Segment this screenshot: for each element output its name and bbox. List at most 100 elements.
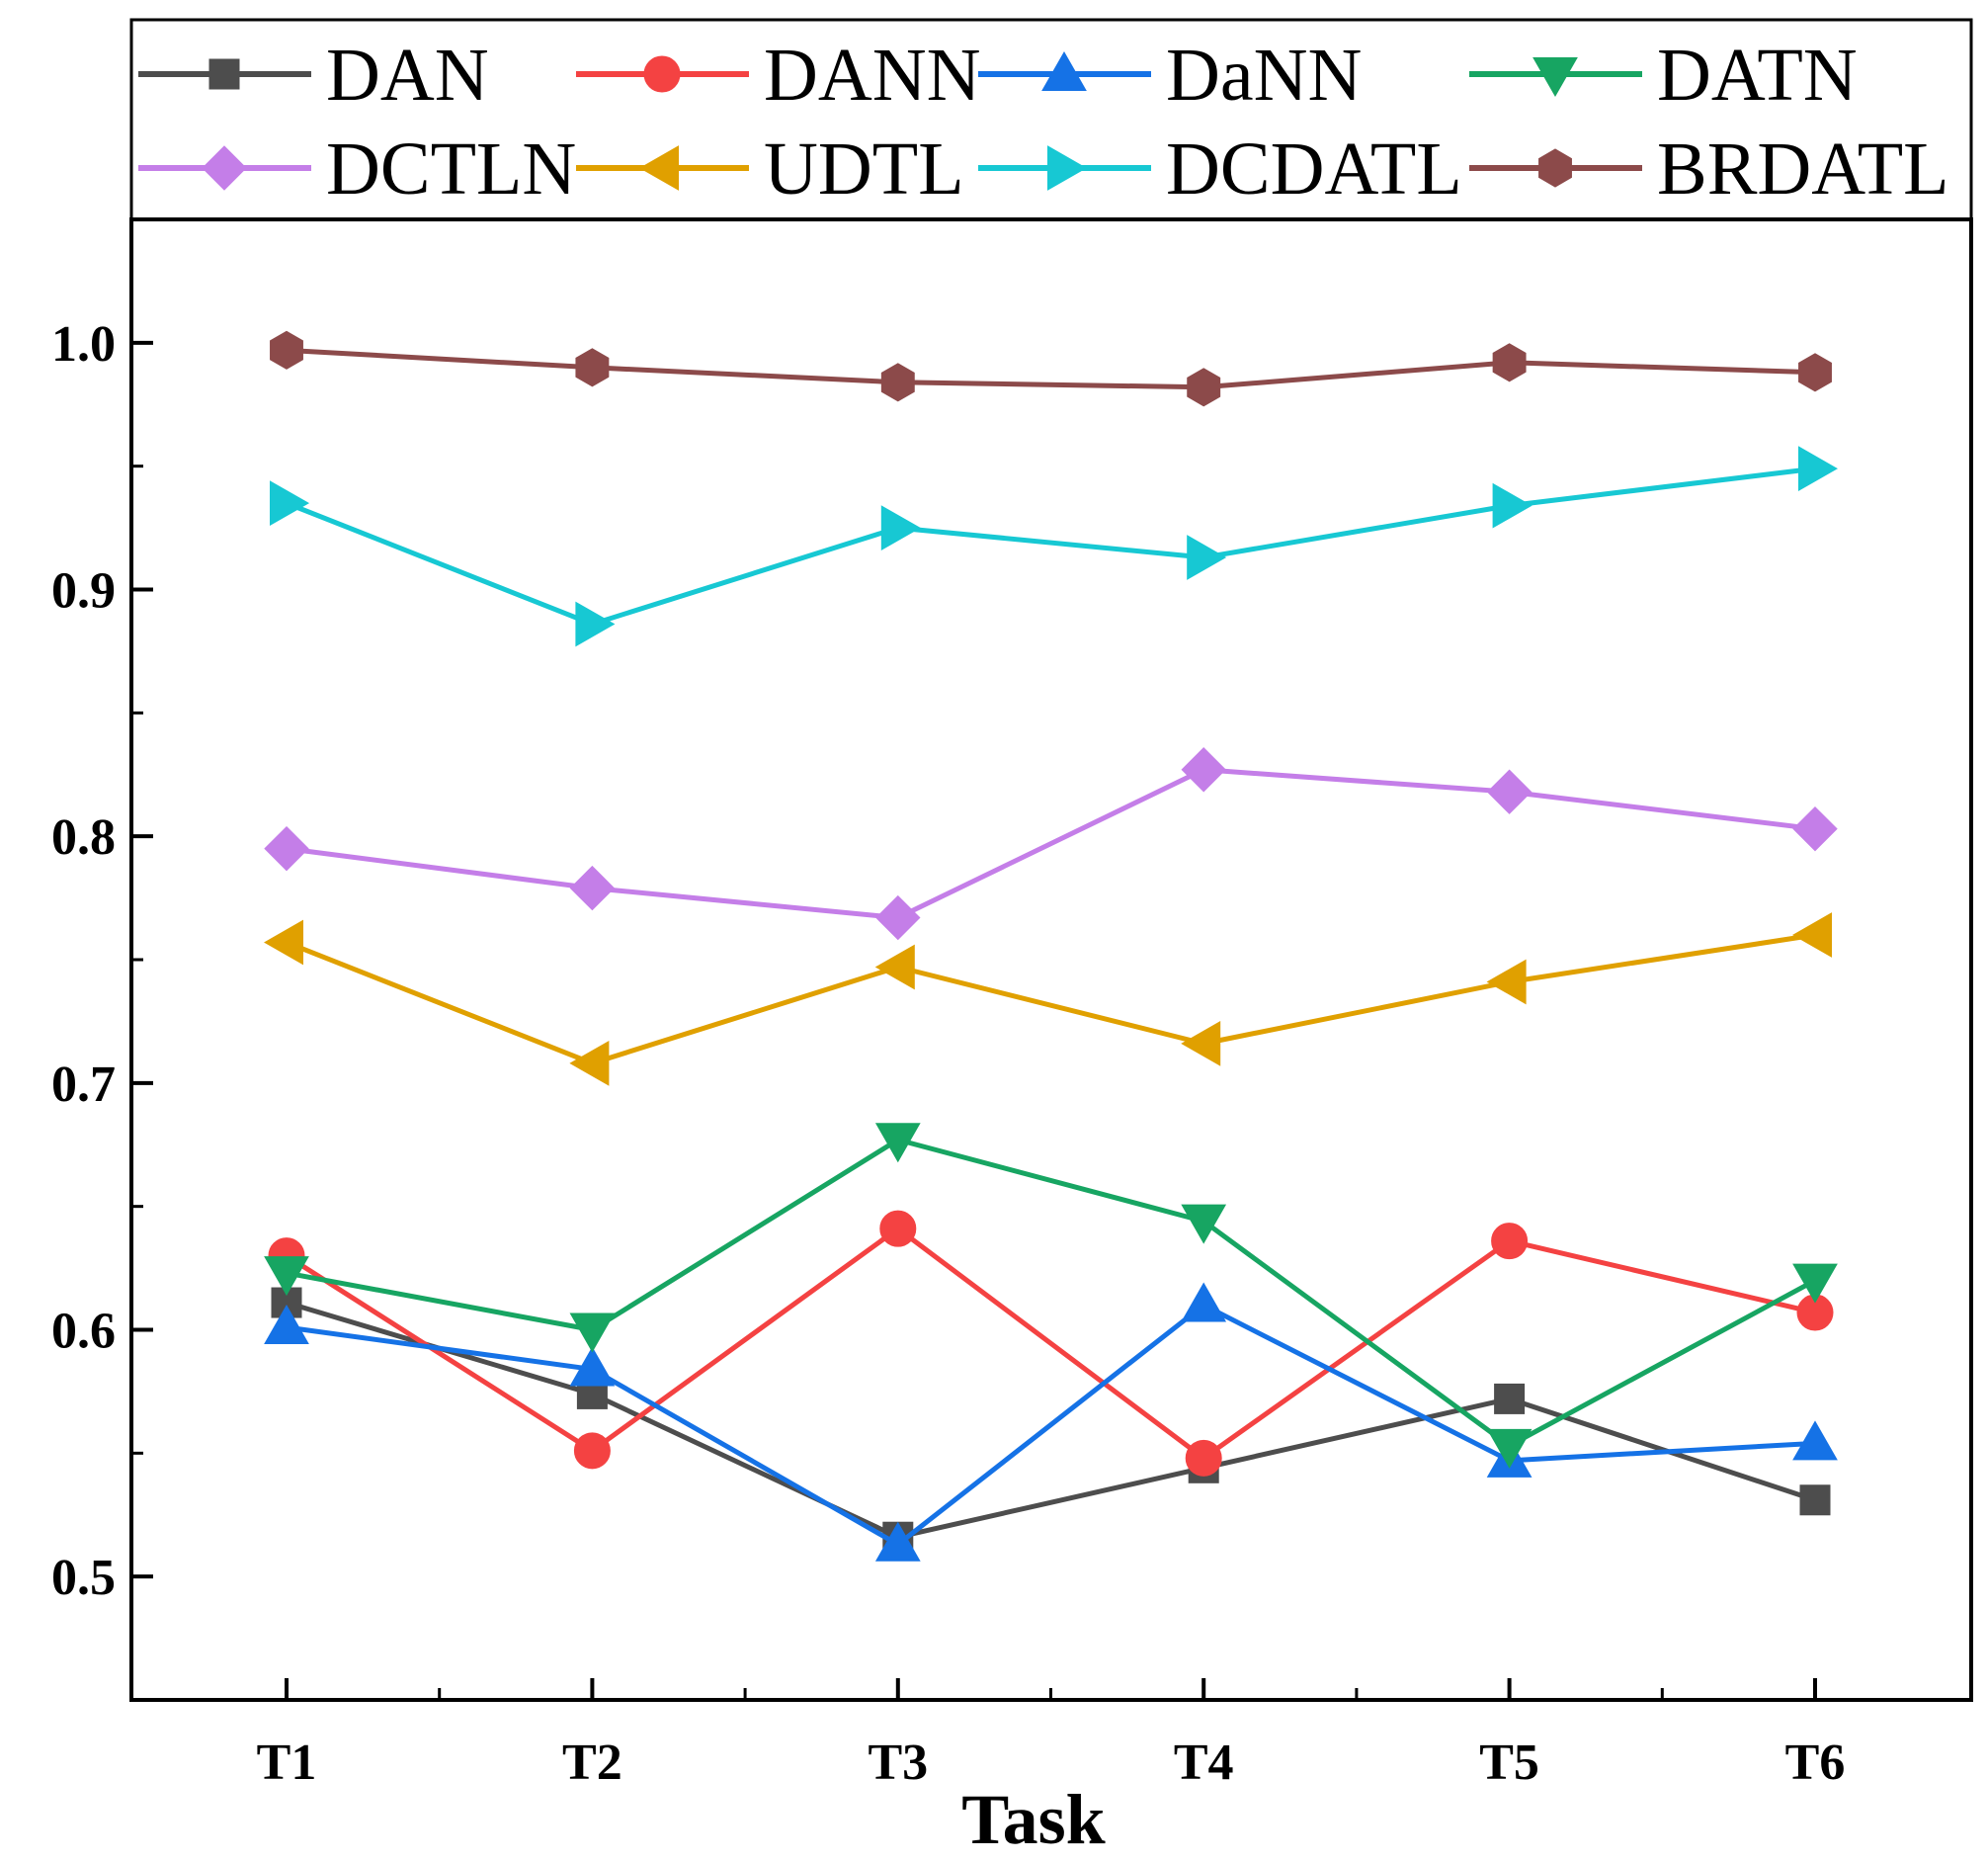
- legend-label: DCTLN: [326, 127, 576, 211]
- y-axis: 0.5 0.6 0.7 0.8 0.9 1.0: [51, 316, 153, 1606]
- series-line: [286, 347, 1816, 390]
- data-point: [1798, 353, 1832, 392]
- data-point: [1492, 343, 1527, 382]
- data-point: [874, 944, 915, 990]
- series-dcdatl: [270, 446, 1839, 647]
- legend-marker: [643, 55, 681, 93]
- series-dctln: [264, 747, 1838, 941]
- legend-marker: [1041, 50, 1087, 91]
- legend-label: DCDATL: [1166, 127, 1462, 211]
- series-udtl: [263, 912, 1832, 1086]
- legend-label: UDTL: [764, 127, 964, 211]
- series-dann: [264, 1282, 1838, 1562]
- series-brdatl: [270, 330, 1832, 407]
- x-tick-label: T1: [257, 1735, 317, 1791]
- y-tick-label: 0.6: [51, 1304, 116, 1360]
- data-point: [264, 1256, 309, 1297]
- data-point: [573, 1432, 611, 1470]
- data-point: [1187, 535, 1227, 580]
- legend: DAN DANN DaNN DATN DCTLN UDTL DCDATL BRDATL: [138, 34, 1949, 211]
- data-point: [1181, 1021, 1221, 1066]
- legend-item: DaNN: [978, 34, 1362, 117]
- legend-item: DAN: [138, 34, 489, 117]
- x-tick-label: T5: [1479, 1735, 1539, 1791]
- series-line: [286, 767, 1816, 921]
- data-point: [1181, 747, 1226, 793]
- series-dan: [271, 1287, 1831, 1553]
- data-point: [1486, 959, 1527, 1005]
- data-point: [880, 505, 921, 550]
- x-tick-label: T4: [1174, 1735, 1234, 1791]
- x-axis: T1 T2 T3 T4 T5 T6: [257, 1678, 1846, 1791]
- legend-marker: [1532, 57, 1578, 98]
- legend-label: DANN: [764, 34, 981, 117]
- data-point: [1181, 1282, 1227, 1322]
- data-point: [880, 363, 915, 402]
- data-point: [569, 865, 616, 911]
- data-point: [1491, 1223, 1529, 1260]
- data-point: [1792, 1263, 1838, 1304]
- legend-label: DAN: [326, 34, 489, 117]
- data-point: [575, 601, 616, 647]
- data-point: [1494, 1383, 1526, 1414]
- data-point: [1187, 368, 1221, 407]
- data-point: [575, 348, 610, 387]
- data-point: [270, 330, 303, 370]
- series-dann: [268, 1210, 1834, 1477]
- data-point: [270, 480, 310, 526]
- y-tick-label: 0.9: [51, 563, 116, 620]
- data-point: [1798, 446, 1839, 492]
- legend-marker: [1538, 148, 1572, 188]
- legend-label: DaNN: [1166, 34, 1362, 117]
- legend-item: DANN: [576, 34, 981, 117]
- legend-item: BRDATL: [1469, 127, 1949, 211]
- data-point: [569, 1346, 616, 1387]
- data-point: [874, 1521, 921, 1562]
- data-point: [1791, 912, 1832, 958]
- x-tick-label: T3: [868, 1735, 928, 1791]
- legend-item: DCTLN: [138, 127, 576, 211]
- y-tick-label: 1.0: [51, 316, 116, 373]
- plot-frame: [129, 217, 1973, 1702]
- legend-marker: [638, 145, 679, 191]
- data-point: [263, 919, 303, 966]
- data-point: [1486, 769, 1532, 814]
- data-point: [874, 1123, 921, 1163]
- legend-item: DCDATL: [978, 127, 1462, 211]
- legend-label: BRDATL: [1657, 127, 1949, 211]
- legend-marker: [202, 145, 247, 191]
- x-axis-title: Task: [961, 1780, 1105, 1859]
- data-point: [264, 1304, 309, 1345]
- legend-item: DATN: [1469, 34, 1858, 117]
- y-tick-label: 0.7: [51, 1057, 116, 1113]
- x-tick-label: T2: [562, 1735, 622, 1791]
- series-line: [286, 932, 1816, 1066]
- legend-item: UDTL: [576, 127, 964, 211]
- y-tick-label: 0.5: [51, 1550, 116, 1606]
- data-point: [1792, 1420, 1838, 1461]
- data-point: [1799, 1484, 1831, 1516]
- data-point: [1492, 482, 1532, 529]
- data-point: [1185, 1439, 1222, 1477]
- series-line: [286, 1300, 1816, 1540]
- legend-label: DATN: [1657, 34, 1858, 117]
- data-point: [875, 894, 921, 941]
- data-point: [1486, 1428, 1532, 1469]
- data-point: [569, 1312, 616, 1353]
- data-point: [1181, 1204, 1227, 1244]
- data-point: [1792, 805, 1838, 852]
- series-datn: [264, 1123, 1838, 1469]
- series-line: [285, 1226, 1816, 1461]
- data-point: [879, 1210, 917, 1247]
- y-tick-label: 0.8: [51, 809, 116, 866]
- data-point: [569, 1040, 610, 1086]
- legend-marker: [208, 58, 240, 90]
- data-point: [264, 825, 309, 872]
- series-line: [286, 1137, 1817, 1449]
- legend-marker: [1047, 145, 1088, 191]
- x-tick-label: T6: [1785, 1735, 1846, 1791]
- series-layer: [263, 330, 1839, 1562]
- series-line: [286, 466, 1816, 627]
- series-line: [286, 1303, 1816, 1548]
